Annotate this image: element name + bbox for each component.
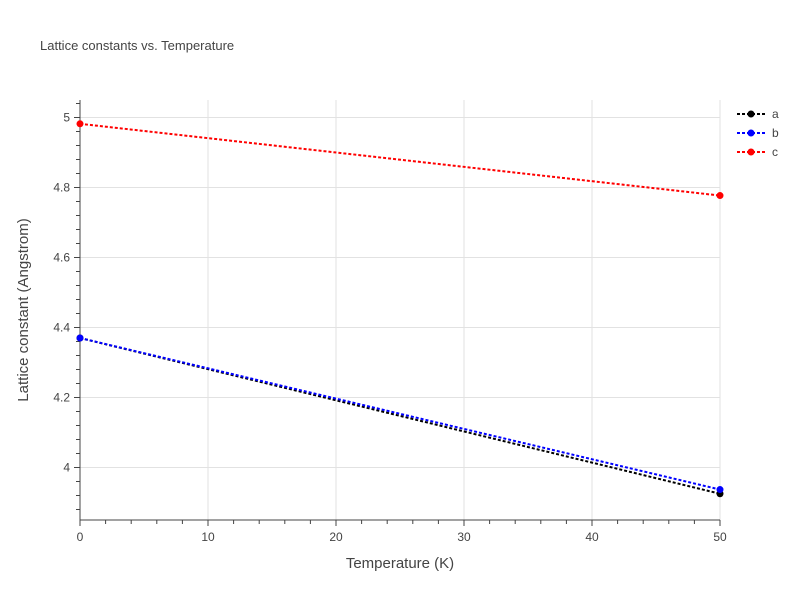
data-point-c: [716, 192, 724, 200]
x-tick-label: 30: [457, 530, 471, 544]
legend-swatch-marker: [747, 148, 755, 156]
data-point-b: [716, 486, 724, 494]
x-tick-label: 40: [585, 530, 599, 544]
series-line-b: [79, 337, 721, 491]
legend-item-c[interactable]: c: [737, 145, 778, 159]
y-axis-label: Lattice constant (Angstrom): [15, 218, 32, 401]
series-layer: [76, 120, 724, 498]
legend-label: c: [772, 145, 778, 159]
y-tick-label: 4.8: [53, 181, 70, 195]
series-line-c: [79, 122, 721, 197]
series-line-a: [79, 337, 721, 495]
legend-swatch-marker: [747, 110, 755, 118]
chart-title: Lattice constants vs. Temperature: [40, 38, 234, 53]
grid: [79, 100, 721, 520]
legend-label: b: [772, 126, 779, 140]
y-tick-label: 5: [63, 111, 70, 125]
y-tick-label: 4.4: [53, 321, 70, 335]
legend-item-a[interactable]: a: [737, 107, 779, 121]
data-point-c: [76, 120, 84, 128]
legend-swatch-marker: [747, 129, 755, 137]
x-tick-label: 20: [329, 530, 343, 544]
legend-label: a: [772, 107, 779, 121]
axes: 0 10 20 30 40 50 4 4.2 4.4 4.6 4.8 5: [53, 100, 727, 544]
y-tick-label: 4: [63, 461, 70, 475]
legend-item-b[interactable]: b: [737, 126, 779, 140]
x-tick-label: 0: [77, 530, 84, 544]
data-point-b: [76, 334, 84, 342]
x-tick-label: 50: [713, 530, 727, 544]
x-tick-label: 10: [201, 530, 215, 544]
y-tick-label: 4.6: [53, 251, 70, 265]
y-tick-label: 4.2: [53, 391, 70, 405]
x-axis-label: Temperature (K): [346, 555, 454, 572]
legend[interactable]: abc: [737, 107, 779, 159]
